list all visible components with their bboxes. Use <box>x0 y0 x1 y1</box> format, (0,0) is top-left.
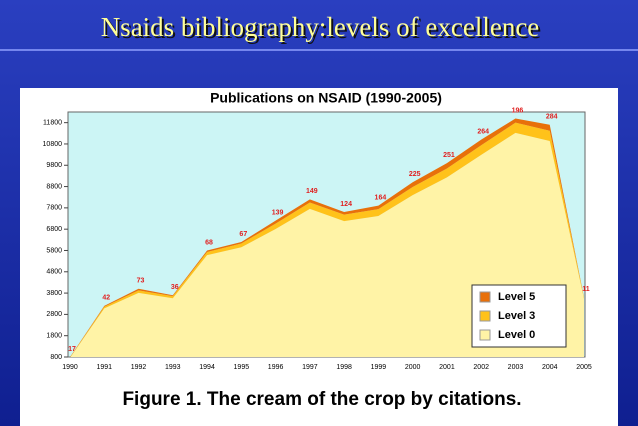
y-tick-label: 11800 <box>43 119 62 126</box>
chart-title: Publications on NSAID (1990-2005) <box>210 90 442 106</box>
data-label: 36 <box>171 284 179 291</box>
y-tick-label: 1800 <box>46 333 62 340</box>
legend-label: Level 0 <box>498 329 535 341</box>
data-label: 124 <box>340 201 352 208</box>
data-label: 164 <box>375 194 387 201</box>
legend-swatch <box>479 310 491 322</box>
data-label: 42 <box>102 295 110 302</box>
y-tick-label: 8800 <box>46 183 62 190</box>
x-tick-label: 2003 <box>508 364 524 371</box>
legend-swatch <box>479 291 491 303</box>
x-tick-label: 1995 <box>234 364 250 371</box>
data-label: 68 <box>205 239 213 246</box>
y-tick-label: 7800 <box>46 205 62 212</box>
data-label: 139 <box>272 210 284 217</box>
x-tick-label: 2000 <box>405 364 421 371</box>
data-label: 264 <box>477 128 489 135</box>
slide-title: Nsaids bibliography:levels of excellence <box>101 12 540 42</box>
y-tick-label: 9800 <box>46 162 62 169</box>
legend-label: Level 3 <box>498 310 535 322</box>
data-label: 284 <box>546 114 558 121</box>
y-tick-label: 2800 <box>46 311 62 318</box>
slide-title-shadow: Nsaids bibliography:levels of excellence <box>103 14 542 44</box>
x-tick-label: 1994 <box>199 364 215 371</box>
data-label: 225 <box>409 171 421 178</box>
x-tick-label: 1996 <box>268 364 284 371</box>
data-label: 11 <box>582 286 590 293</box>
area <box>70 132 584 357</box>
data-label: 149 <box>306 188 318 195</box>
y-tick-label: 5800 <box>46 247 62 254</box>
legend-swatch <box>479 329 491 341</box>
x-tick-label: 1991 <box>96 364 112 371</box>
y-tick-label: 6800 <box>46 226 62 233</box>
y-tick-label: 3800 <box>46 290 62 297</box>
data-label: 251 <box>443 152 455 159</box>
x-tick-label: 1997 <box>302 364 318 371</box>
x-tick-label: 1993 <box>165 364 181 371</box>
data-label: 17 <box>68 346 76 353</box>
x-tick-label: 2005 <box>576 364 592 371</box>
legend-label: Level 5 <box>498 291 535 303</box>
x-tick-label: 1990 <box>62 364 78 371</box>
x-tick-label: 1998 <box>336 364 352 371</box>
x-tick-label: 2001 <box>439 364 455 371</box>
x-tick-label: 2002 <box>473 364 489 371</box>
plot <box>70 118 584 357</box>
data-label: 67 <box>239 231 247 238</box>
data-label: 196 <box>512 107 524 114</box>
x-tick-label: 1999 <box>371 364 387 371</box>
figure-caption: Figure 1. The cream of the crop by citat… <box>122 389 521 410</box>
y-tick-label: 4800 <box>46 269 62 276</box>
y-tick-label: 10800 <box>43 141 63 148</box>
x-tick-label: 2004 <box>542 364 558 371</box>
data-label: 73 <box>137 278 145 285</box>
x-tick-label: 1992 <box>131 364 147 371</box>
y-tick-label: 800 <box>50 354 62 361</box>
